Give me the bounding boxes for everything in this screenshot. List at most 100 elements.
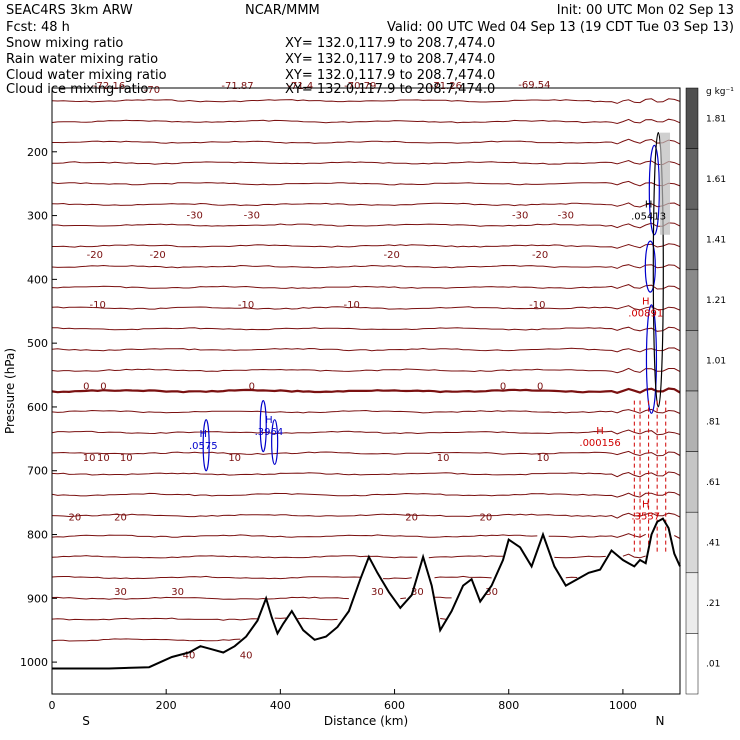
contour-label: 20 [405, 512, 418, 523]
legend-snow-xy: XY= 132.0,117.9 to 208.7,474.0 [285, 36, 495, 51]
colorbar: 1.81 1.61 1.41 1.21 1.01 .81 .61 .41 .21 .01 [685, 87, 726, 695]
contour-label: 10 [120, 453, 133, 464]
colorbar-segment [685, 269, 699, 331]
isotherm-contour [52, 243, 681, 249]
legend-cloudice-xy: XY= 132.0,117.9 to 208.7,474.0 [285, 82, 495, 97]
colorbar-label: .61 [706, 478, 720, 488]
isotherm-contour [51, 638, 241, 642]
x-tick-label: 800 [498, 699, 519, 712]
isotherm-contour [52, 138, 681, 145]
isotherm-contour [51, 159, 681, 166]
contour-label: -72.16 [93, 81, 125, 92]
x-axis-right-end: N [656, 714, 665, 728]
header-init: Init: 00 UTC Mon 02 Sep 13 [557, 3, 734, 18]
isotherm-contour [51, 284, 681, 290]
contour-label: -10 [529, 300, 545, 311]
maximum-value: .00891 [628, 309, 663, 320]
y-tick-label: 300 [27, 210, 48, 223]
colorbar-label: .41 [706, 539, 720, 549]
isotherm-contour [51, 617, 446, 621]
contour-label: -69.54 [518, 80, 550, 91]
colorbar-segment [685, 87, 699, 149]
colorbar-segment [685, 451, 699, 513]
y-axis-label: Pressure (hPa) [3, 348, 17, 434]
contour-label: -20 [532, 250, 548, 261]
legend-cloudwater-name: Cloud water mixing ratio [6, 68, 167, 83]
isotherm-contour [51, 491, 681, 498]
maximum-marker: H [265, 415, 273, 426]
contour-label: 10 [228, 453, 241, 464]
header-fcst: Fcst: 48 h [6, 20, 70, 35]
colorbar-label: 1.61 [706, 175, 726, 185]
snow-shading [660, 132, 671, 235]
maximum-marker: H [596, 426, 604, 437]
maximum-value: .000156 [579, 438, 620, 449]
contour-label: -71.87 [221, 81, 253, 92]
colorbar-segment [685, 511, 699, 574]
mixing-ratio-contour [648, 144, 660, 236]
maximum-value: .05413 [631, 212, 666, 223]
hydrometeor-contours [202, 132, 671, 554]
cloud-water-contour [259, 399, 267, 453]
x-tick-label: 1000 [609, 699, 637, 712]
contour-label: 30 [114, 587, 127, 598]
y-tick-label: 600 [27, 401, 48, 414]
y-tick-label: 400 [27, 273, 48, 286]
maximum-marker: H [645, 200, 653, 211]
contour-label: -71.4 [287, 81, 313, 92]
contour-label: -10 [238, 300, 254, 311]
contour-label: -30 [512, 211, 528, 222]
contour-label: -30 [558, 211, 574, 222]
contour-label: -70 [144, 85, 160, 96]
contour-label: -20 [87, 250, 103, 261]
contour-label: 30 [485, 587, 498, 598]
colorbar-label: 1.81 [706, 114, 726, 124]
contour-label: 0 [249, 382, 255, 393]
mixing-ratio-contour [644, 240, 656, 293]
legend-snow-name: Snow mixing ratio [6, 36, 123, 51]
colorbar-segment [685, 572, 699, 634]
isotherm-contour [52, 326, 681, 332]
colorbar-label: .81 [706, 417, 720, 427]
colorbar-segment [685, 390, 699, 452]
legend-rain-xy: XY= 132.0,117.9 to 208.7,474.0 [285, 52, 495, 67]
contour-label: 30 [171, 587, 184, 598]
x-axis-left-end: S [82, 714, 90, 728]
contour-label: 10 [537, 453, 550, 464]
maximum-value: .3537 [631, 511, 660, 522]
y-tick-label: 700 [27, 465, 48, 478]
isotherm-contour [51, 305, 681, 311]
isotherm-contour [52, 222, 681, 229]
isotherm-contour [51, 98, 681, 104]
colorbar-unit: g kg⁻¹ [706, 87, 734, 97]
contour-label: 0 [537, 382, 543, 393]
maximum-value: .0575 [189, 441, 218, 452]
colorbar-label: 1.01 [706, 357, 726, 367]
isotherm-contour [51, 512, 681, 519]
header-valid: Valid: 00 UTC Wed 04 Sep 13 (19 CDT Tue … [387, 20, 734, 35]
x-tick-label: 0 [49, 699, 56, 712]
contour-label: 0 [100, 382, 106, 393]
isotherm-contour [51, 450, 681, 457]
colorbar-segment [685, 633, 699, 695]
mixing-ratio-contour [645, 304, 658, 414]
mixing-ratio-contour [652, 132, 664, 408]
colorbar-label: .01 [706, 660, 720, 670]
colorbar-label: .21 [706, 599, 720, 609]
isotherm-contour [51, 367, 681, 374]
contour-label: 0 [500, 382, 506, 393]
isotherm-contour [51, 347, 681, 353]
contour-label: -71.26 [430, 81, 462, 92]
y-tick-label: 200 [27, 146, 48, 159]
contour-label: -30 [187, 211, 203, 222]
contour-label: 10 [437, 453, 450, 464]
maximum-value: .3964 [255, 427, 284, 438]
contour-label: -20 [384, 250, 400, 261]
y-tick-label: 1000 [20, 656, 48, 669]
contour-label: -70.79 [344, 81, 376, 92]
terrain-line [52, 517, 681, 670]
x-axis-label: Distance (km) [324, 714, 408, 728]
maximum-marker: H [200, 429, 208, 440]
